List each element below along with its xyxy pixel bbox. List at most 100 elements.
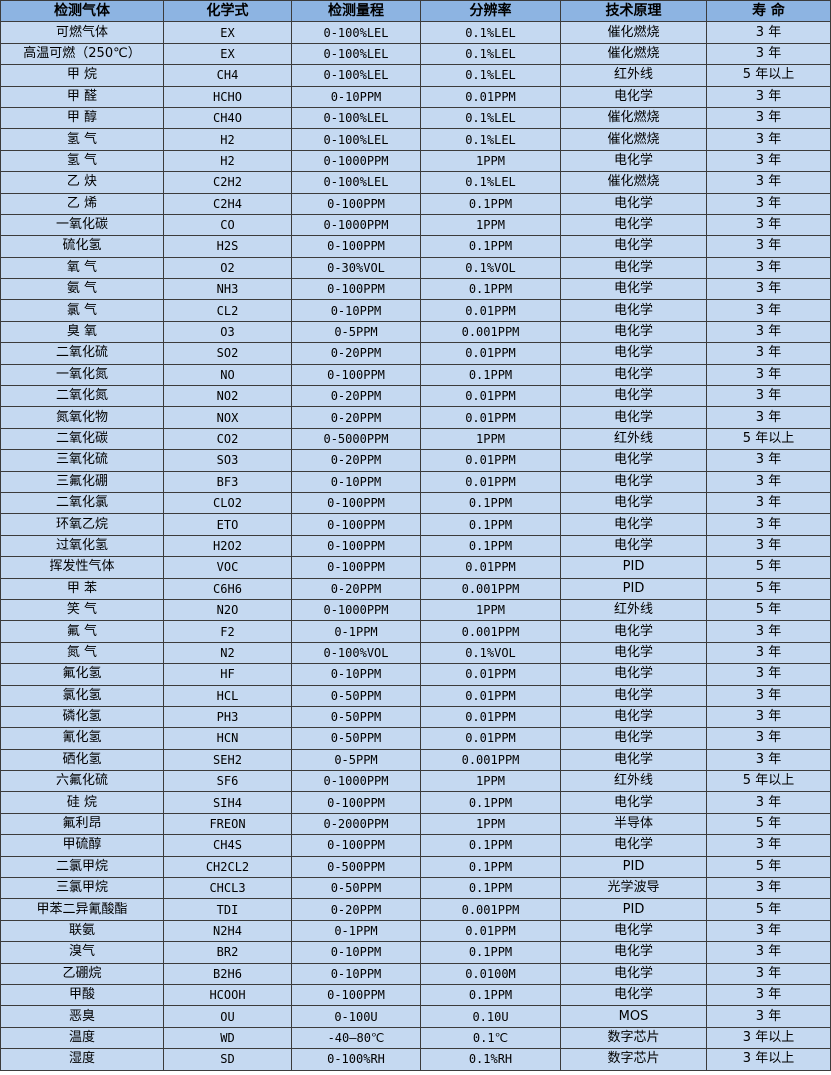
cell-resolution: 0.01PPM <box>420 85 561 108</box>
cell-principle: 催化燃烧 <box>560 21 707 44</box>
cell-lifespan: 3 年 <box>706 106 831 130</box>
cell-principle: PID <box>560 898 707 921</box>
table-row: 氰化氢 HCN 0-50PPM 0.01PPM 电化学 3 年 <box>0 727 831 750</box>
cell-gas: 硫化氢 <box>0 235 164 258</box>
cell-range: 0-20PPM <box>291 342 421 365</box>
cell-resolution: 0.1PPM <box>420 834 561 857</box>
cell-principle: 电化学 <box>560 705 707 729</box>
cell-range: 0-100%VOL <box>291 641 421 665</box>
cell-resolution: 0.01PPM <box>420 727 561 750</box>
cell-range: 0-100PPM <box>291 534 421 558</box>
cell-gas: 乙 烯 <box>0 192 164 215</box>
cell-range: 0-20PPM <box>291 385 421 408</box>
cell-formula: O3 <box>163 320 292 344</box>
cell-resolution: 0.1%LEL <box>420 171 561 194</box>
cell-lifespan: 5 年 <box>706 898 831 921</box>
cell-principle: 红外线 <box>560 770 707 793</box>
cell-resolution: 0.001PPM <box>420 898 561 921</box>
cell-principle: 电化学 <box>560 256 707 280</box>
cell-range: 0-10PPM <box>291 941 421 964</box>
cell-gas: 磷化氢 <box>0 705 164 729</box>
table-row: 二氧化碳 CO2 0-5000PPM 1PPM 红外线 5 年以上 <box>0 427 831 451</box>
cell-range: 0-100%LEL <box>291 171 421 194</box>
cell-formula: FREON <box>163 812 292 836</box>
cell-range: 0-100%LEL <box>291 21 421 44</box>
cell-formula: B2H6 <box>163 962 292 985</box>
cell-principle: 电化学 <box>560 534 707 558</box>
cell-range: 0-100PPM <box>291 491 421 515</box>
cell-principle: 电化学 <box>560 213 707 237</box>
table-row: 甲 烷 CH4 0-100%LEL 0.1%LEL 红外线 5 年以上 <box>0 64 831 87</box>
cell-resolution: 1PPM <box>420 213 561 237</box>
cell-gas: 一氧化碳 <box>0 213 164 237</box>
cell-gas: 高温可燃（250℃） <box>0 42 164 66</box>
cell-gas: 可燃气体 <box>0 21 164 44</box>
cell-lifespan: 3 年 <box>706 320 831 344</box>
cell-resolution: 0.1%LEL <box>420 42 561 66</box>
cell-gas: 甲 苯 <box>0 577 164 600</box>
cell-gas: 乙 炔 <box>0 171 164 194</box>
table-row: 氯化氢 HCL 0-50PPM 0.01PPM 电化学 3 年 <box>0 684 831 707</box>
cell-resolution: 0.1%LEL <box>420 106 561 130</box>
cell-range: 0-10PPM <box>291 85 421 108</box>
cell-principle: 催化燃烧 <box>560 171 707 194</box>
cell-range: 0-5PPM <box>291 748 421 772</box>
cell-formula: HCOOH <box>163 983 292 1007</box>
cell-formula: F2 <box>163 620 292 643</box>
cell-resolution: 0.1PPM <box>420 513 561 536</box>
cell-lifespan: 3 年 <box>706 342 831 365</box>
cell-formula: CO2 <box>163 427 292 451</box>
cell-range: 0-2000PPM <box>291 812 421 836</box>
cell-principle: 电化学 <box>560 470 707 493</box>
cell-formula: NOX <box>163 406 292 429</box>
cell-resolution: 0.1℃ <box>420 1026 561 1050</box>
table-row: 氧 气 O2 0-30%VOL 0.1%VOL 电化学 3 年 <box>0 256 831 280</box>
cell-principle: 半导体 <box>560 812 707 836</box>
cell-resolution: 0.1PPM <box>420 278 561 301</box>
cell-lifespan: 3 年以上 <box>706 1026 831 1050</box>
cell-lifespan: 3 年 <box>706 684 831 707</box>
cell-lifespan: 3 年 <box>706 192 831 215</box>
cell-principle: MOS <box>560 1005 707 1028</box>
cell-gas: 氟利昂 <box>0 812 164 836</box>
table-row: 三氧化硫 SO3 0-20PPM 0.01PPM 电化学 3 年 <box>0 449 831 472</box>
cell-resolution: 0.01PPM <box>420 684 561 707</box>
cell-lifespan: 3 年 <box>706 363 831 387</box>
cell-principle: 数字芯片 <box>560 1026 707 1050</box>
cell-gas: 三氧化硫 <box>0 449 164 472</box>
cell-resolution: 1PPM <box>420 770 561 793</box>
cell-principle: 电化学 <box>560 406 707 429</box>
cell-lifespan: 3 年 <box>706 663 831 686</box>
table-row: 笑 气 N2O 0-1000PPM 1PPM 红外线 5 年 <box>0 598 831 622</box>
header-range: 检测量程 <box>291 0 421 23</box>
cell-principle: 电化学 <box>560 385 707 408</box>
cell-formula: PH3 <box>163 705 292 729</box>
cell-resolution: 0.10U <box>420 1005 561 1028</box>
table-row: 乙 炔 C2H2 0-100%LEL 0.1%LEL 催化燃烧 3 年 <box>0 171 831 194</box>
cell-formula: BR2 <box>163 941 292 964</box>
cell-range: 0-10PPM <box>291 299 421 322</box>
cell-range: 0-500PPM <box>291 855 421 879</box>
cell-lifespan: 3 年 <box>706 1005 831 1028</box>
cell-gas: 氢 气 <box>0 149 164 173</box>
cell-lifespan: 3 年 <box>706 962 831 985</box>
cell-resolution: 0.1%VOL <box>420 256 561 280</box>
cell-lifespan: 3 年 <box>706 256 831 280</box>
cell-resolution: 0.01PPM <box>420 470 561 493</box>
cell-range: 0-100PPM <box>291 513 421 536</box>
table-row: 过氧化氢 H2O2 0-100PPM 0.1PPM 电化学 3 年 <box>0 534 831 558</box>
cell-resolution: 0.001PPM <box>420 748 561 772</box>
table-row: 氟 气 F2 0-1PPM 0.001PPM 电化学 3 年 <box>0 620 831 643</box>
cell-gas: 一氧化氮 <box>0 363 164 387</box>
cell-range: 0-1000PPM <box>291 149 421 173</box>
cell-range: 0-100%LEL <box>291 64 421 87</box>
cell-gas: 氰化氢 <box>0 727 164 750</box>
cell-principle: 电化学 <box>560 641 707 665</box>
cell-lifespan: 3 年 <box>706 42 831 66</box>
table-row: 甲酸 HCOOH 0-100PPM 0.1PPM 电化学 3 年 <box>0 983 831 1007</box>
cell-formula: HF <box>163 663 292 686</box>
cell-principle: 电化学 <box>560 513 707 536</box>
cell-principle: 电化学 <box>560 983 707 1007</box>
cell-gas: 氢 气 <box>0 128 164 151</box>
